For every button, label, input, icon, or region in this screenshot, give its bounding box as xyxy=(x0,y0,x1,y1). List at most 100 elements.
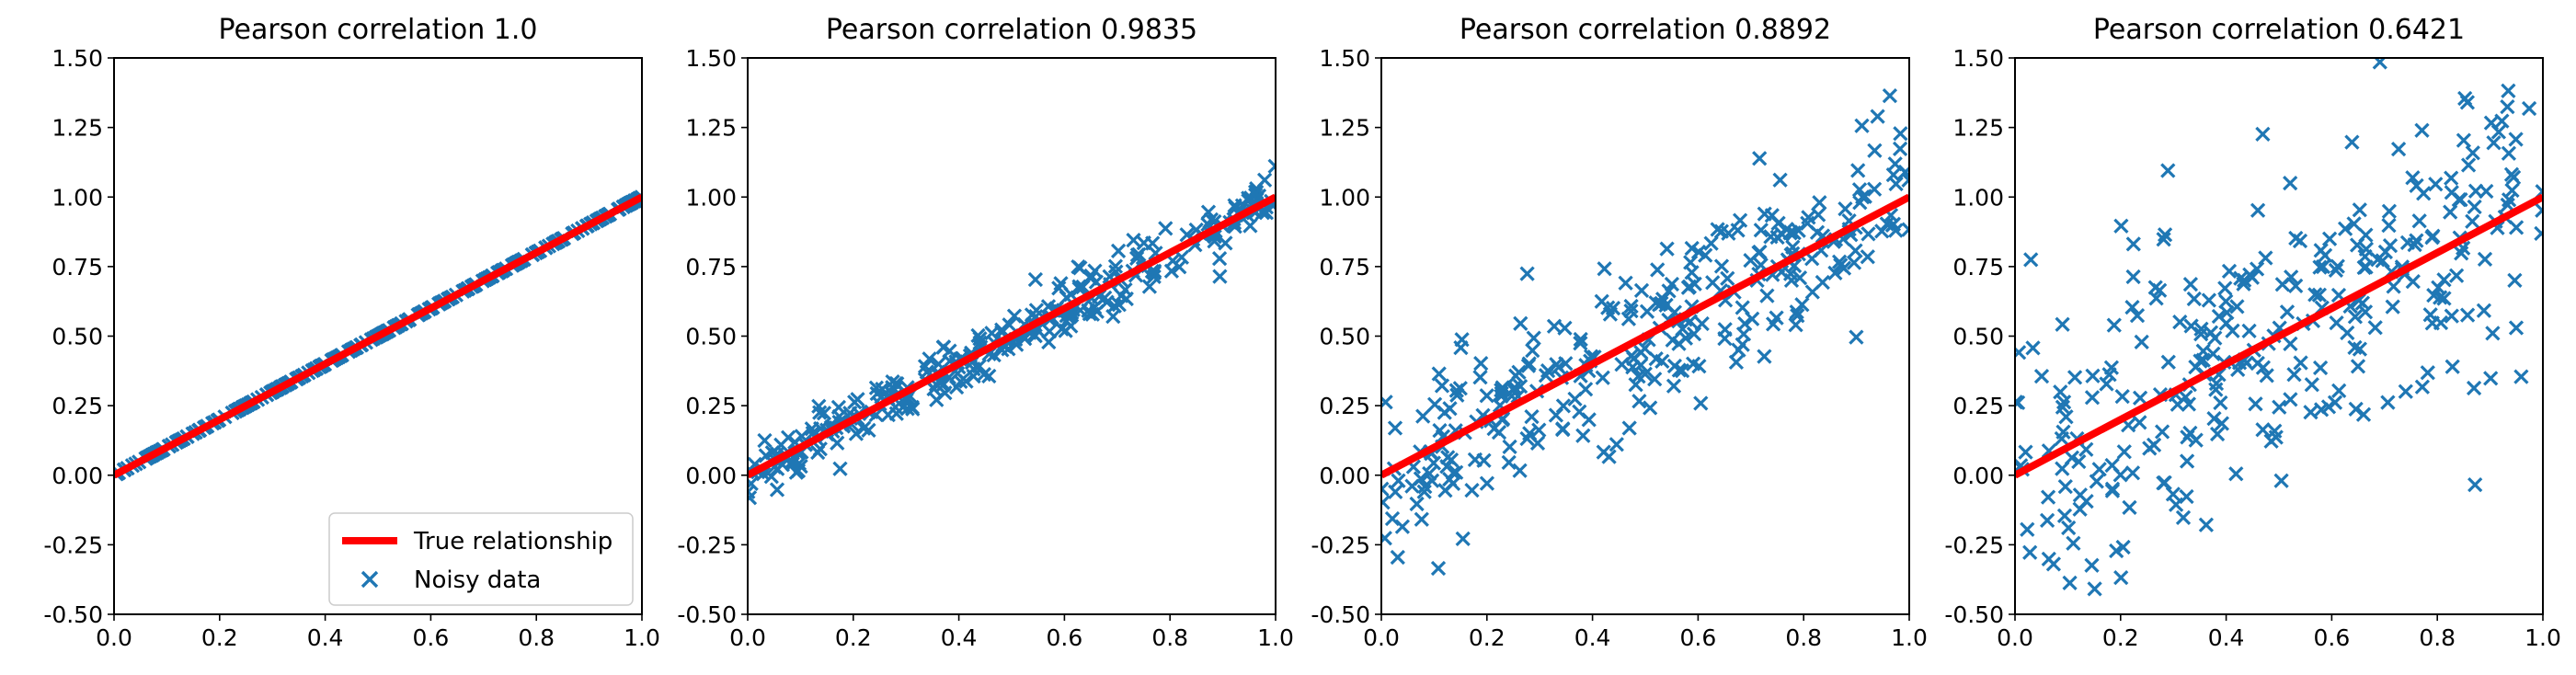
x-tick-label: 0.8 xyxy=(1785,624,1822,651)
data-point xyxy=(1526,330,1541,346)
data-point xyxy=(1631,394,1647,409)
x-tick-label: 0.6 xyxy=(1047,624,1083,651)
data-point xyxy=(2193,321,2209,337)
data-point xyxy=(2020,521,2035,537)
data-point xyxy=(855,420,872,436)
data-point xyxy=(2181,396,2197,412)
data-point xyxy=(2263,433,2279,449)
data-point xyxy=(1218,235,1233,251)
data-point xyxy=(972,331,988,347)
data-point xyxy=(1131,246,1147,262)
data-point xyxy=(1728,354,1745,371)
data-point xyxy=(2386,279,2401,294)
data-point xyxy=(1623,298,1639,315)
y-tick-label: 0.00 xyxy=(52,463,103,489)
data-point xyxy=(2125,236,2141,252)
data-point xyxy=(1769,310,1784,326)
data-point xyxy=(2467,476,2483,493)
data-point xyxy=(1854,118,1870,133)
data-point xyxy=(1703,235,1719,251)
data-point xyxy=(2528,33,2541,46)
data-point xyxy=(1794,297,1810,313)
y-tick-label: 0.00 xyxy=(1952,463,2004,489)
data-point xyxy=(1200,204,1217,220)
y-tick-label: -0.50 xyxy=(1944,601,2004,628)
data-point xyxy=(2250,355,2265,372)
data-point xyxy=(2381,217,2397,234)
data-point xyxy=(2428,177,2444,192)
data-point xyxy=(1041,324,1058,339)
data-point xyxy=(2114,388,2130,405)
legend-label: Noisy data xyxy=(414,566,541,594)
data-point xyxy=(1665,332,1680,348)
true-relationship-line xyxy=(1381,193,1909,479)
y-tick-label: 1.50 xyxy=(1319,45,1370,72)
data-point xyxy=(1893,126,1908,142)
data-point xyxy=(1525,342,1540,359)
data-point xyxy=(2355,406,2372,422)
data-point xyxy=(2486,135,2502,151)
data-point xyxy=(2321,231,2338,246)
data-point xyxy=(2398,383,2413,399)
y-tick-label: 0.00 xyxy=(1319,463,1370,489)
data-point xyxy=(1666,378,1682,394)
data-point xyxy=(1381,495,1391,510)
data-point xyxy=(2229,299,2245,315)
data-point xyxy=(2375,253,2390,269)
legend: True relationship Noisy data xyxy=(328,512,634,606)
data-point xyxy=(2414,122,2430,138)
data-point xyxy=(2267,423,2283,439)
data-point xyxy=(2431,280,2446,295)
data-point xyxy=(847,395,863,410)
data-point xyxy=(1172,259,1187,275)
data-point xyxy=(2346,216,2362,232)
x-tick-label: 1.0 xyxy=(2524,624,2561,651)
data-point xyxy=(1538,368,1554,383)
chart-title: Pearson correlation 0.6421 xyxy=(2093,14,2465,46)
data-point xyxy=(1440,450,1456,465)
data-point xyxy=(1211,250,1228,267)
data-point xyxy=(1686,326,1702,342)
data-point xyxy=(848,426,864,441)
data-point xyxy=(2292,233,2308,249)
x-tick-label: 0.8 xyxy=(1151,624,1188,651)
data-point xyxy=(2198,517,2215,532)
x-tick-label: 0.6 xyxy=(1680,624,1717,651)
data-point xyxy=(2466,380,2482,396)
y-tick-label: -0.25 xyxy=(1944,532,2004,558)
data-point xyxy=(1027,328,1043,344)
data-point xyxy=(2390,141,2407,157)
data-point xyxy=(2405,170,2421,186)
data-point xyxy=(1136,235,1151,251)
data-point xyxy=(2283,175,2298,191)
data-point xyxy=(1381,531,1392,546)
data-point xyxy=(2483,371,2499,386)
data-point xyxy=(2490,124,2507,140)
data-point xyxy=(1691,359,1707,374)
data-point xyxy=(2067,370,2083,385)
data-point xyxy=(1882,87,1898,104)
y-tick-label: 0.00 xyxy=(685,463,737,489)
data-point xyxy=(1757,349,1772,364)
data-point xyxy=(1763,229,1779,245)
data-point xyxy=(2104,481,2121,497)
data-point xyxy=(1512,378,1528,395)
data-point xyxy=(2273,473,2289,488)
data-point xyxy=(2456,132,2472,148)
data-point xyxy=(2182,276,2199,292)
x-tick-label: 0.8 xyxy=(2419,624,2456,651)
data-point xyxy=(2175,509,2192,526)
data-point xyxy=(958,373,974,389)
data-point xyxy=(2124,299,2140,315)
data-point xyxy=(2348,401,2364,418)
data-point xyxy=(2106,317,2122,333)
data-point xyxy=(1731,342,1746,358)
data-point xyxy=(1519,266,1535,281)
y-tick-label: 0.25 xyxy=(52,393,103,419)
data-point xyxy=(2087,581,2102,597)
data-point xyxy=(2330,258,2345,274)
data-point xyxy=(1884,217,1901,234)
data-point xyxy=(2142,440,2158,456)
data-point xyxy=(1212,269,1228,284)
data-point xyxy=(2201,292,2217,308)
